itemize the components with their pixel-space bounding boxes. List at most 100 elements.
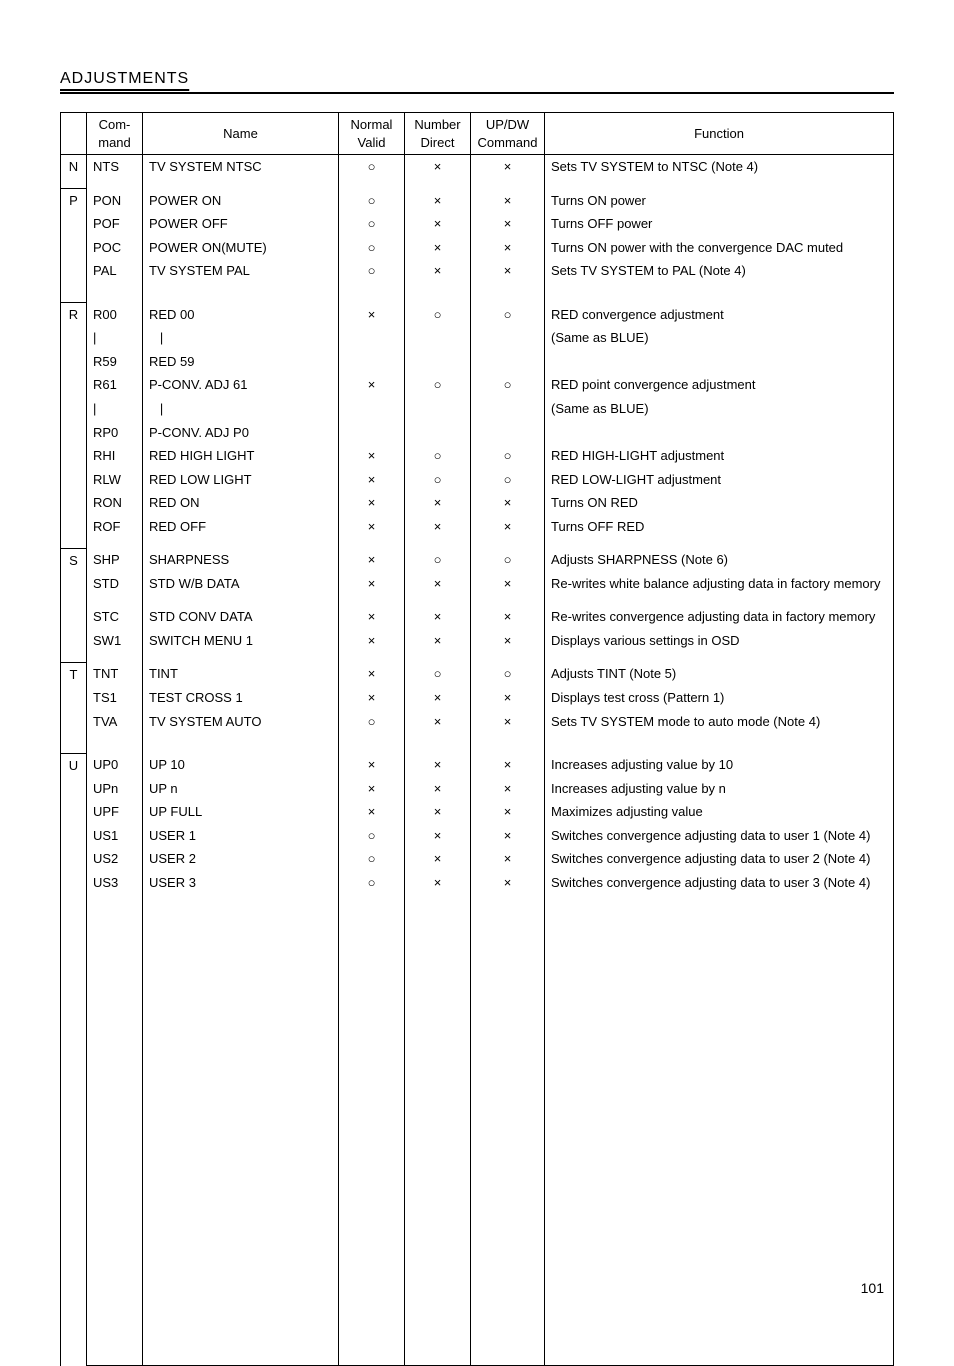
updw-command: ○ bbox=[471, 548, 545, 572]
normal-valid: ○ bbox=[339, 824, 405, 848]
table-body: NNTSTV SYSTEM NTSC○××Sets TV SYSTEM to N… bbox=[61, 155, 894, 1366]
normal-valid: ○ bbox=[339, 212, 405, 236]
normal-valid bbox=[339, 421, 405, 445]
table-row bbox=[61, 1177, 894, 1201]
function-desc: Sets TV SYSTEM mode to auto mode (Note 4… bbox=[545, 710, 894, 734]
number-direct: × bbox=[405, 236, 471, 260]
function-desc: Re-writes convergence adjusting data in … bbox=[545, 605, 894, 629]
cmd-code: RLW bbox=[87, 468, 143, 492]
number-direct: × bbox=[405, 800, 471, 824]
updw-command: ○ bbox=[471, 468, 545, 492]
page-number: 101 bbox=[861, 1280, 884, 1296]
col-normal-valid: Normal Valid bbox=[339, 113, 405, 155]
cmd-code: PON bbox=[87, 189, 143, 213]
updw-command: × bbox=[471, 572, 545, 596]
function-desc: RED LOW-LIGHT adjustment bbox=[545, 468, 894, 492]
normal-valid: × bbox=[339, 303, 405, 327]
cmd-code: RON bbox=[87, 491, 143, 515]
number-direct: ○ bbox=[405, 468, 471, 492]
number-direct bbox=[405, 350, 471, 374]
cmd-code: UPF bbox=[87, 800, 143, 824]
table-row: PPONPOWER ON○××Turns ON power bbox=[61, 189, 894, 213]
table-row: PALTV SYSTEM PAL○××Sets TV SYSTEM to PAL… bbox=[61, 259, 894, 283]
cmd-code: STD bbox=[87, 572, 143, 596]
table-row bbox=[61, 1248, 894, 1272]
table-row bbox=[61, 538, 894, 548]
table-row: UUP0UP 10×××Increases adjusting value by… bbox=[61, 753, 894, 777]
normal-valid: ○ bbox=[339, 236, 405, 260]
updw-command: ○ bbox=[471, 662, 545, 686]
group-letter: T bbox=[61, 662, 87, 753]
table-row bbox=[61, 942, 894, 966]
table-row: POCPOWER ON(MUTE)○××Turns ON power with … bbox=[61, 236, 894, 260]
number-direct: × bbox=[405, 629, 471, 653]
table-row bbox=[61, 1153, 894, 1177]
cmd-code: UPn bbox=[87, 777, 143, 801]
cmd-code: US2 bbox=[87, 847, 143, 871]
function-desc: Increases adjusting value by n bbox=[545, 777, 894, 801]
normal-valid: × bbox=[339, 777, 405, 801]
function-desc: Turns ON RED bbox=[545, 491, 894, 515]
number-direct: × bbox=[405, 572, 471, 596]
normal-valid: ○ bbox=[339, 710, 405, 734]
table-row bbox=[61, 652, 894, 662]
updw-command: × bbox=[471, 710, 545, 734]
table-row: RHIRED HIGH LIGHT×○○RED HIGH-LIGHT adjus… bbox=[61, 444, 894, 468]
group-letter: U bbox=[61, 753, 87, 894]
cmd-name: RED OFF bbox=[143, 515, 339, 539]
normal-valid: × bbox=[339, 662, 405, 686]
updw-command bbox=[471, 350, 545, 374]
number-direct: × bbox=[405, 259, 471, 283]
title-rule bbox=[60, 92, 894, 94]
table-row: RR00RED 00×○○RED convergence adjustment bbox=[61, 303, 894, 327]
updw-command: × bbox=[471, 259, 545, 283]
number-direct: ○ bbox=[405, 548, 471, 572]
table-row bbox=[61, 989, 894, 1013]
table-row bbox=[61, 1106, 894, 1130]
cmd-code: SW1 bbox=[87, 629, 143, 653]
number-direct: × bbox=[405, 847, 471, 871]
normal-valid: × bbox=[339, 572, 405, 596]
cmd-code: RHI bbox=[87, 444, 143, 468]
table-row: UPFUP FULL×××Maximizes adjusting value bbox=[61, 800, 894, 824]
updw-command: ○ bbox=[471, 444, 545, 468]
commands-table: Com- mand Name Normal Valid Number Direc… bbox=[60, 112, 894, 1366]
cmd-name: P-CONV. ADJ 61 bbox=[143, 373, 339, 397]
table-row: US2USER 2○××Switches convergence adjusti… bbox=[61, 847, 894, 871]
number-direct: × bbox=[405, 189, 471, 213]
normal-valid: × bbox=[339, 444, 405, 468]
table-row bbox=[61, 1271, 894, 1295]
number-direct: × bbox=[405, 155, 471, 179]
number-direct bbox=[405, 397, 471, 421]
number-direct: ○ bbox=[405, 373, 471, 397]
table-row: NNTSTV SYSTEM NTSC○××Sets TV SYSTEM to N… bbox=[61, 155, 894, 179]
table-row bbox=[61, 743, 894, 753]
table-row: STCSTD CONV DATA×××Re-writes convergence… bbox=[61, 605, 894, 629]
function-desc: Switches convergence adjusting data to u… bbox=[545, 847, 894, 871]
updw-command: × bbox=[471, 871, 545, 895]
table-header-row: Com- mand Name Normal Valid Number Direc… bbox=[61, 113, 894, 155]
number-direct: × bbox=[405, 710, 471, 734]
group-letter: N bbox=[61, 155, 87, 189]
number-direct: × bbox=[405, 605, 471, 629]
table-row bbox=[61, 894, 894, 918]
function-desc: Adjusts SHARPNESS (Note 6) bbox=[545, 548, 894, 572]
col-function: Function bbox=[545, 113, 894, 155]
cmd-code: | bbox=[87, 397, 143, 421]
number-direct: × bbox=[405, 871, 471, 895]
table-row: RLWRED LOW LIGHT×○○RED LOW-LIGHT adjustm… bbox=[61, 468, 894, 492]
number-direct: × bbox=[405, 824, 471, 848]
col-number-direct: Number Direct bbox=[405, 113, 471, 155]
updw-command: × bbox=[471, 847, 545, 871]
cmd-name: RED 00 bbox=[143, 303, 339, 327]
number-direct: × bbox=[405, 753, 471, 777]
normal-valid: ○ bbox=[339, 871, 405, 895]
number-direct: ○ bbox=[405, 662, 471, 686]
function-desc: Switches convergence adjusting data to u… bbox=[545, 824, 894, 848]
function-desc: Turns ON power with the convergence DAC … bbox=[545, 236, 894, 260]
cmd-name: USER 1 bbox=[143, 824, 339, 848]
table-row bbox=[61, 1036, 894, 1060]
function-desc: RED HIGH-LIGHT adjustment bbox=[545, 444, 894, 468]
table-row: STDSTD W/B DATA×××Re-writes white balanc… bbox=[61, 572, 894, 596]
cmd-name: UP n bbox=[143, 777, 339, 801]
